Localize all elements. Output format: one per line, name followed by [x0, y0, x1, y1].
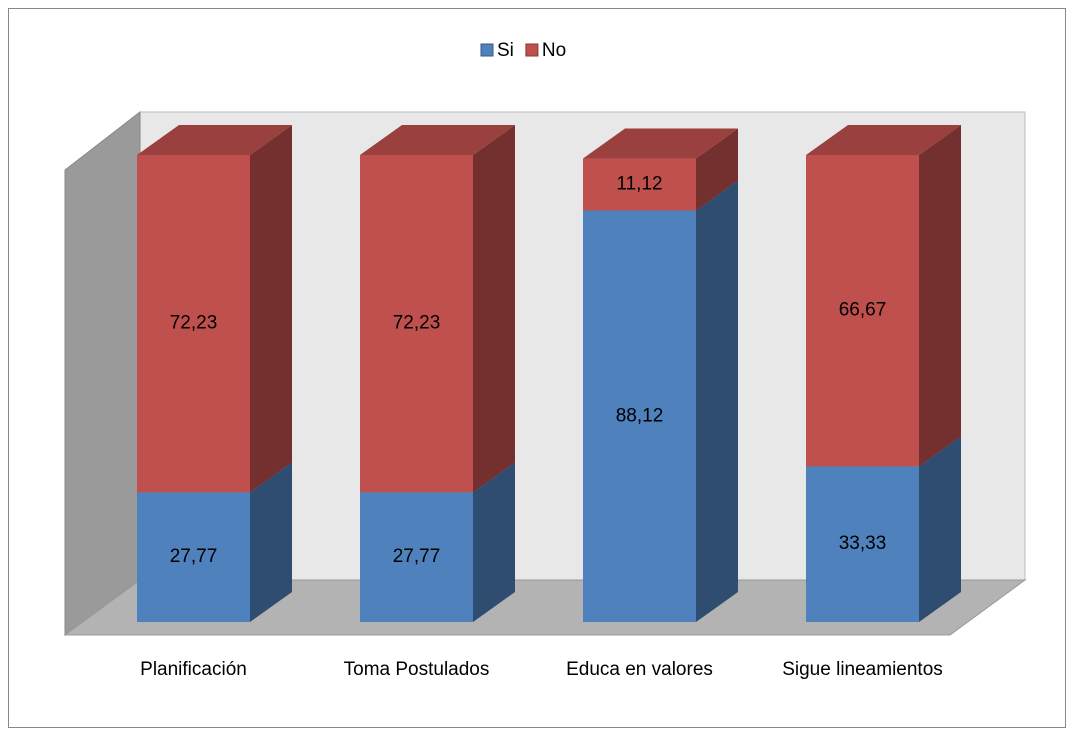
value-label: 33,33 [839, 533, 887, 554]
bar [806, 155, 919, 467]
bar-side [250, 125, 292, 493]
value-label: 72,23 [393, 313, 441, 334]
bar-top [583, 128, 738, 159]
value-label: 88,12 [616, 405, 664, 426]
legend-swatch [525, 43, 539, 57]
value-label: 11,12 [616, 174, 662, 195]
bar-side [919, 436, 961, 622]
x-tick-label: Toma Postulados [344, 659, 490, 680]
bar-top [137, 125, 292, 155]
bar-side [473, 125, 515, 493]
bar [137, 492, 250, 622]
value-label: 27,77 [170, 546, 218, 567]
bar-top [360, 125, 515, 155]
bar-side [473, 462, 515, 622]
x-tick-label: Educa en valores [566, 659, 713, 680]
bar [137, 155, 250, 493]
legend-label: Si [497, 40, 514, 61]
bar [806, 466, 919, 622]
side-wall [64, 110, 141, 636]
bar-side [696, 128, 738, 211]
bar-top [806, 125, 961, 155]
bar [360, 492, 473, 622]
value-label: 66,67 [839, 300, 887, 321]
bar-side [919, 125, 961, 467]
bar [360, 155, 473, 493]
value-label: 72,23 [170, 313, 218, 334]
bar-side [696, 180, 738, 622]
x-tick-label: Planificación [140, 659, 247, 680]
bar-side [250, 462, 292, 622]
bar [583, 210, 696, 622]
floor [63, 579, 1027, 636]
legend-swatch [480, 43, 494, 57]
x-tick-label: Sigue lineamientos [782, 659, 943, 680]
legend-label: No [542, 40, 566, 61]
value-label: 27,77 [393, 546, 441, 567]
bar [583, 158, 696, 211]
